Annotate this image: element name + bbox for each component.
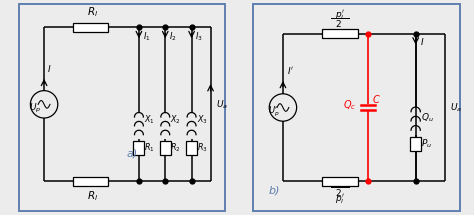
Text: $\overline{\ \ 2\ \ }$: $\overline{\ \ 2\ \ }$ xyxy=(330,186,349,199)
Text: $X_2$: $X_2$ xyxy=(170,113,181,126)
Text: $C$: $C$ xyxy=(372,94,381,106)
Text: $U_p$: $U_p$ xyxy=(28,102,41,115)
Text: $R_2$: $R_2$ xyxy=(170,142,181,154)
Text: I: I xyxy=(48,65,51,74)
Text: $R_1$: $R_1$ xyxy=(144,142,155,154)
Bar xyxy=(186,141,197,155)
Text: $I'$: $I'$ xyxy=(287,65,294,76)
Text: b): b) xyxy=(268,186,280,196)
Text: I: I xyxy=(420,38,423,47)
Text: $p_l'$: $p_l'$ xyxy=(335,193,345,206)
Text: $I_2$: $I_2$ xyxy=(169,30,177,43)
Text: $Q_c$: $Q_c$ xyxy=(343,98,356,112)
Bar xyxy=(73,23,109,32)
Text: $P_u$: $P_u$ xyxy=(421,137,432,150)
Bar xyxy=(160,141,171,155)
Text: $U_p'$: $U_p'$ xyxy=(268,105,280,119)
Text: $R_l$: $R_l$ xyxy=(87,6,98,19)
Text: $R_3$: $R_3$ xyxy=(197,142,207,154)
Text: $R_l$: $R_l$ xyxy=(87,189,98,203)
Text: a): a) xyxy=(127,149,138,159)
Bar xyxy=(322,177,358,186)
Bar xyxy=(134,141,145,155)
Text: $X_1$: $X_1$ xyxy=(144,113,155,126)
Text: $\overline{\ \ 2\ \ }$: $\overline{\ \ 2\ \ }$ xyxy=(330,16,349,30)
Bar xyxy=(410,137,421,150)
Text: $Q_u$: $Q_u$ xyxy=(421,112,434,124)
Text: $U_a$: $U_a$ xyxy=(450,101,463,114)
Bar xyxy=(73,177,109,186)
Text: $I_3$: $I_3$ xyxy=(195,30,203,43)
Text: $U_a$: $U_a$ xyxy=(216,98,228,111)
Bar xyxy=(322,29,358,38)
Text: $I_1$: $I_1$ xyxy=(143,30,150,43)
Text: $X_3$: $X_3$ xyxy=(197,113,208,126)
Text: $p_l'$: $p_l'$ xyxy=(335,9,345,22)
